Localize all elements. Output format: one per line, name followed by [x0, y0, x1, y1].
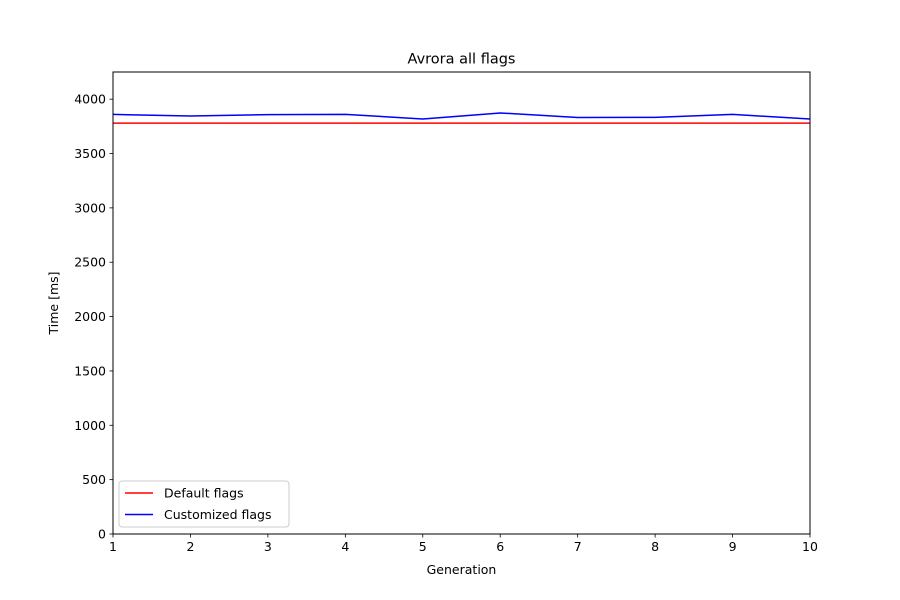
- x-tick-label: 8: [651, 539, 659, 554]
- legend-label-1: Default flags: [164, 486, 244, 501]
- y-tick-label: 1000: [74, 418, 106, 433]
- y-tick-label: 4000: [74, 92, 106, 107]
- x-tick-label: 9: [729, 539, 737, 554]
- y-tick-label: 1500: [74, 363, 106, 378]
- plot-frame: [112, 71, 811, 535]
- series-line-2: [112, 112, 811, 120]
- x-tick-label: 7: [574, 539, 582, 554]
- x-tick-label: 6: [496, 539, 504, 554]
- x-tick-label: 1: [109, 539, 117, 554]
- y-tick-label: 0: [98, 527, 106, 542]
- y-axis-label: Time [ms]: [46, 271, 61, 335]
- x-tick-label: 10: [802, 539, 818, 554]
- series-layer: [112, 112, 811, 124]
- legend-box: [118, 480, 290, 528]
- x-tick-label: 3: [264, 539, 272, 554]
- y-tick-label: 500: [82, 472, 106, 487]
- x-tick-label: 5: [419, 539, 427, 554]
- x-tick-label: 4: [341, 539, 349, 554]
- legend: Default flags Customized flags: [118, 480, 290, 528]
- x-tick-label: 2: [186, 539, 194, 554]
- y-tick-label: 2000: [74, 309, 106, 324]
- chart-title: Avrora all flags: [408, 52, 516, 68]
- y-tick-label: 3000: [74, 200, 106, 215]
- y-tick-label: 2500: [74, 255, 106, 270]
- x-axis-label: Generation: [427, 562, 497, 577]
- legend-label-2: Customized flags: [164, 507, 272, 522]
- x-axis: 1 2 3 4 5 6 7 8 9 10: [109, 534, 818, 554]
- y-axis: 0 500 1000 1500 2000 2500 3000 3500 4000: [74, 92, 113, 542]
- y-tick-label: 3500: [74, 146, 106, 161]
